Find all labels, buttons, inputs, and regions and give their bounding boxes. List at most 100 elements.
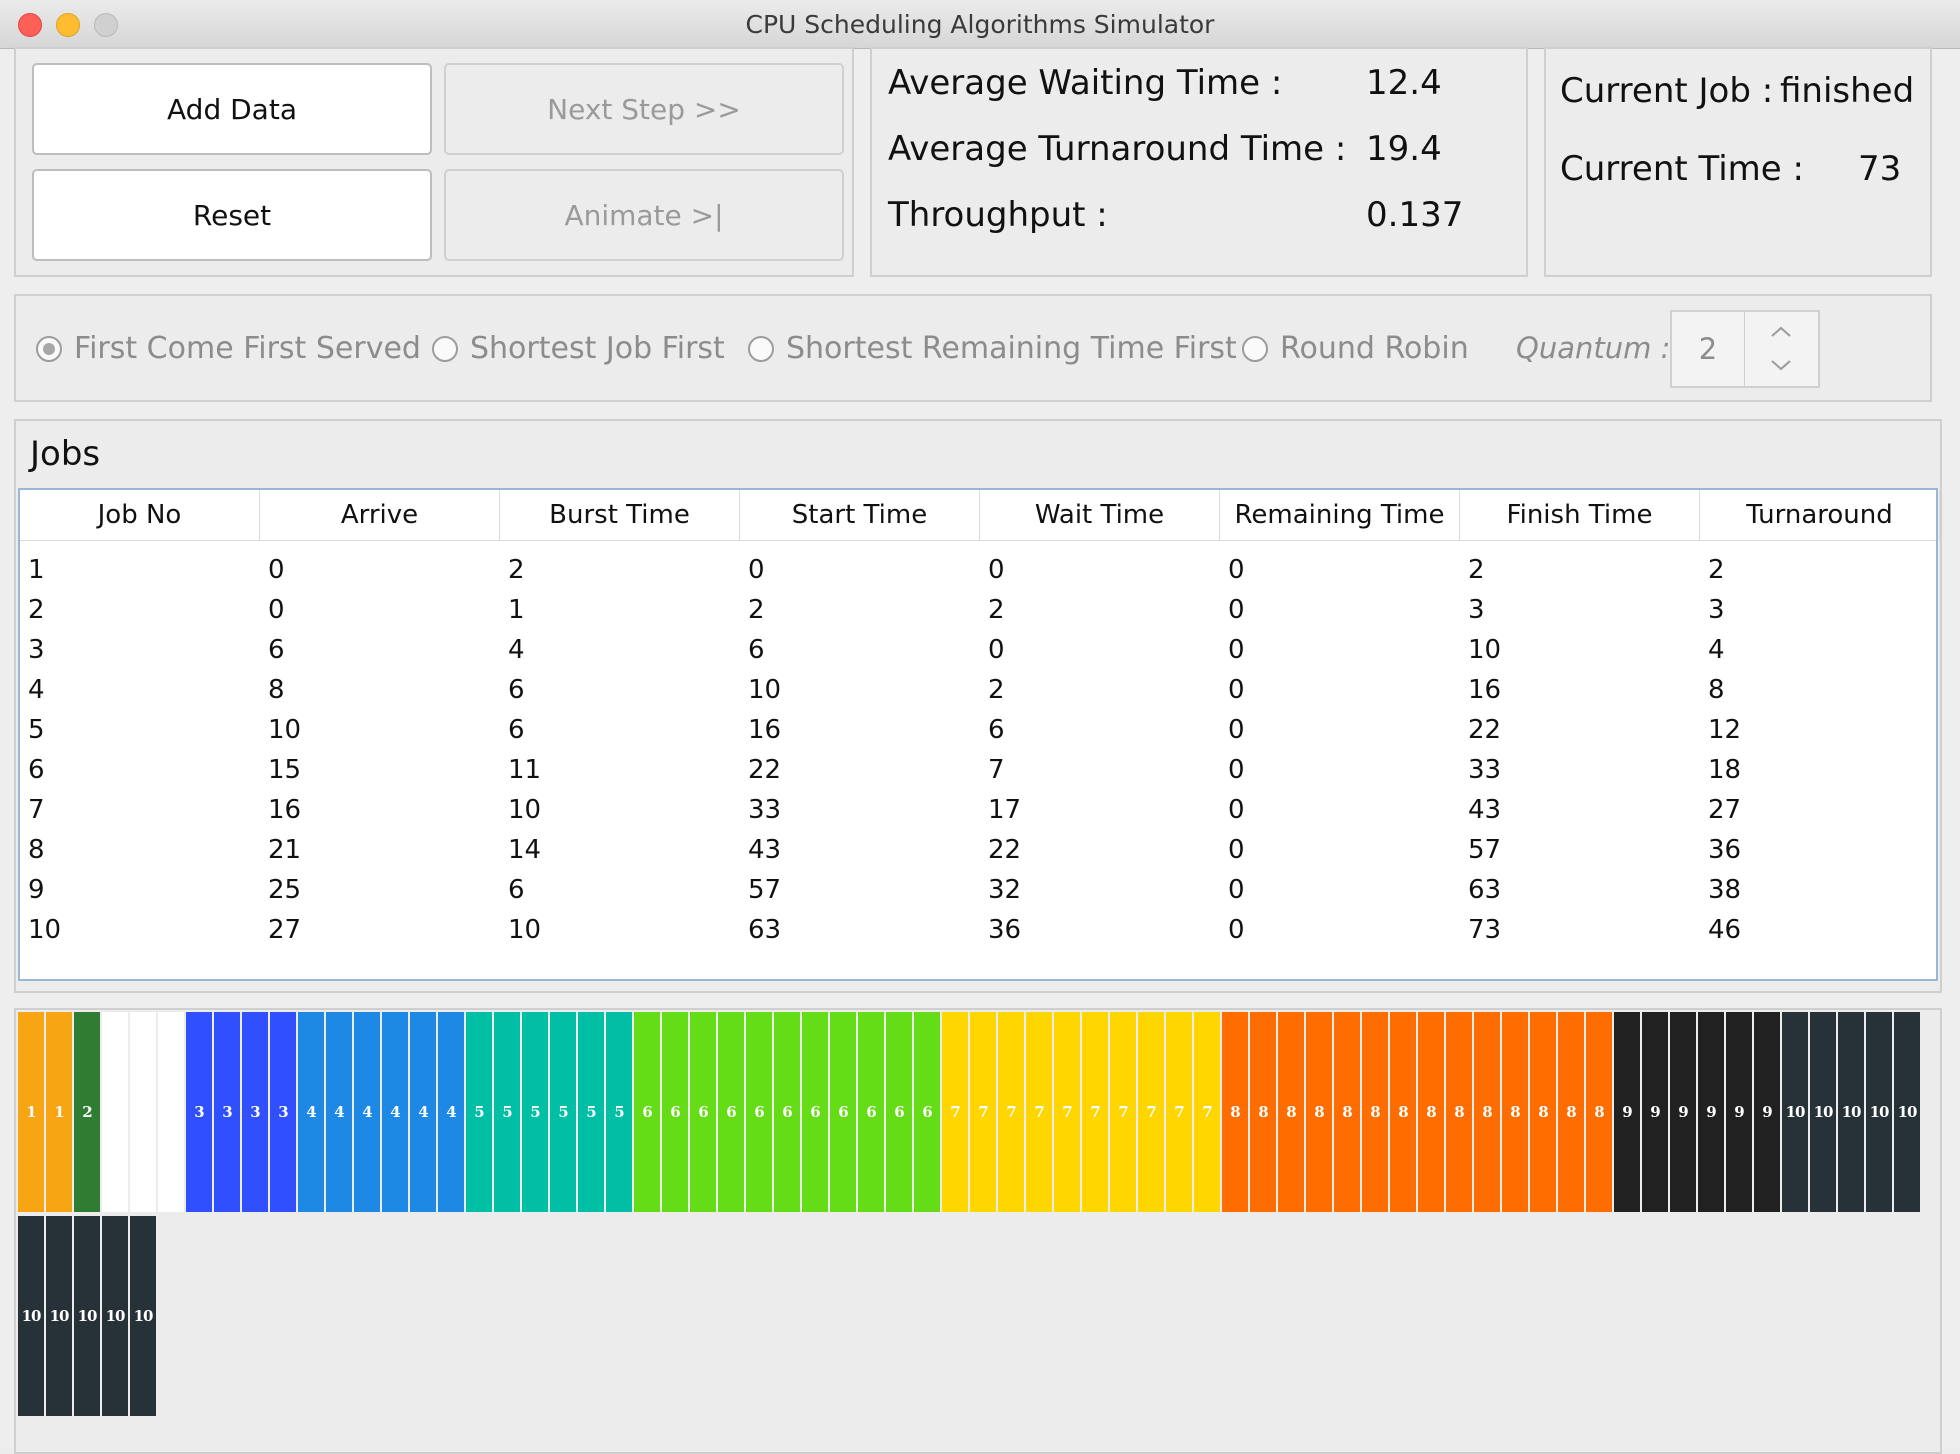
table-cell: 0 [1228,875,1245,905]
gantt-block: 6 [858,1012,884,1212]
gantt-block: 5 [522,1012,548,1212]
table-cell: 6 [508,875,525,905]
column-header[interactable]: Job No [20,490,260,540]
radio-round-robin-circle[interactable] [1242,335,1268,362]
gantt-block: 8 [1250,1012,1276,1212]
gantt-block: 6 [802,1012,828,1212]
column-header[interactable]: Start Time [740,490,980,540]
next-step-button[interactable]: Next Step >> [444,63,844,155]
column-header[interactable]: Turnaround [1700,490,1940,540]
radio-fcfs[interactable]: First Come First Served [36,331,421,366]
column-header[interactable]: Finish Time [1460,490,1700,540]
gantt-block: 3 [186,1012,212,1212]
table-cell: 6 [268,635,285,665]
gantt-block: 4 [438,1012,464,1212]
table-row[interactable]: 1 0 2 0 0 0 2 2 [20,550,1936,590]
table-row[interactable]: 8 21 14 43 22 0 57 36 [20,830,1936,870]
chevron-down-icon [1771,360,1791,371]
radio-fcfs-circle[interactable] [36,335,62,362]
gantt-block: 5 [550,1012,576,1212]
table-cell: 0 [268,595,285,625]
column-header[interactable]: Remaining Time [1220,490,1460,540]
table-cell: 2 [508,555,525,585]
column-header[interactable]: Burst Time [500,490,740,540]
table-row[interactable]: 6 15 11 22 7 0 33 18 [20,750,1936,790]
radio-sjf-circle[interactable] [432,335,458,362]
gantt-block: 7 [1082,1012,1108,1212]
table-cell: 46 [1708,915,1742,945]
table-cell: 6 [748,635,765,665]
animate-button[interactable]: Animate >| [444,169,844,261]
table-cell: 1 [508,595,525,625]
reset-button[interactable]: Reset [32,169,432,261]
gantt-block: 4 [326,1012,352,1212]
column-header[interactable]: Wait Time [980,490,1220,540]
table-cell: 7 [28,795,45,825]
table-cell: 3 [28,635,45,665]
quantum-down-button[interactable] [1745,349,1818,386]
table-row[interactable]: 3 6 4 6 0 0 10 4 [20,630,1936,670]
table-cell: 33 [748,795,782,825]
gantt-block: 10 [1894,1012,1920,1212]
quantum-label: Quantum : [1516,331,1671,365]
table-cell: 2 [748,595,765,625]
gantt-block: 10 [18,1216,44,1416]
gantt-block: 7 [1138,1012,1164,1212]
jobs-table[interactable]: Job No Arrive Burst Time Start Time Wait Tim… [18,488,1940,981]
table-row[interactable]: 9 25 6 57 32 0 63 38 [20,870,1936,910]
gantt-block: 10 [1838,1012,1864,1212]
table-cell: 4 [1708,635,1725,665]
controls-panel: Add Data Next Step >> Reset Animate >| [14,47,854,277]
table-cell: 17 [988,795,1022,825]
gantt-block: 8 [1502,1012,1528,1212]
gantt-block: 5 [494,1012,520,1212]
gantt-block: 7 [998,1012,1024,1212]
radio-srtf[interactable]: Shortest Remaining Time First [748,331,1237,366]
zoom-window-button[interactable] [94,13,118,37]
table-cell: 9 [28,875,45,905]
table-cell: 0 [748,555,765,585]
table-cell: 25 [268,875,302,905]
quantum-up-button[interactable] [1745,312,1818,349]
gantt-block: 8 [1530,1012,1556,1212]
minimize-window-button[interactable] [56,13,80,37]
gantt-block: 10 [1782,1012,1808,1212]
table-row[interactable]: 10 27 10 63 36 0 73 46 [20,910,1936,950]
table-cell: 1 [28,555,45,585]
table-row[interactable]: 7 16 10 33 17 0 43 27 [20,790,1936,830]
table-cell: 18 [1708,755,1742,785]
current-job-value: finished [1780,71,1915,111]
table-cell: 0 [1228,635,1245,665]
column-header[interactable]: Arrive [260,490,500,540]
table-row[interactable]: 4 8 6 10 2 0 16 8 [20,670,1936,710]
current-job-label: Current Job : [1560,71,1774,111]
algorithm-panel [14,294,1932,402]
table-cell: 43 [748,835,782,865]
table-row[interactable]: 2 0 1 2 2 0 3 3 [20,590,1936,630]
close-window-button[interactable] [18,13,42,37]
gantt-idle-block [102,1012,128,1212]
table-cell: 7 [988,755,1005,785]
spinner-divider [1744,312,1745,386]
table-cell: 16 [1468,675,1502,705]
radio-sjf[interactable]: Shortest Job First [432,331,725,366]
quantum-value-input[interactable]: 2 [1698,332,1718,366]
table-cell: 8 [1708,675,1725,705]
radio-round-robin-label: Round Robin [1280,331,1469,366]
table-row[interactable]: 5 10 6 16 6 0 22 12 [20,710,1936,750]
quantum-spinner[interactable]: 2 [1670,310,1820,388]
window-title: CPU Scheduling Algorithms Simulator [745,10,1215,39]
radio-srtf-circle[interactable] [748,335,774,362]
radio-round-robin[interactable]: Round Robin [1242,331,1469,366]
table-cell: 0 [1228,835,1245,865]
table-cell: 0 [268,555,285,585]
avg-waiting-label: Average Waiting Time : [888,63,1283,103]
table-cell: 10 [508,915,542,945]
table-cell: 10 [268,715,302,745]
add-data-button[interactable]: Add Data [32,63,432,155]
gantt-block: 4 [354,1012,380,1212]
gantt-block: 10 [46,1216,72,1416]
gantt-block: 9 [1614,1012,1640,1212]
gantt-block: 8 [1362,1012,1388,1212]
